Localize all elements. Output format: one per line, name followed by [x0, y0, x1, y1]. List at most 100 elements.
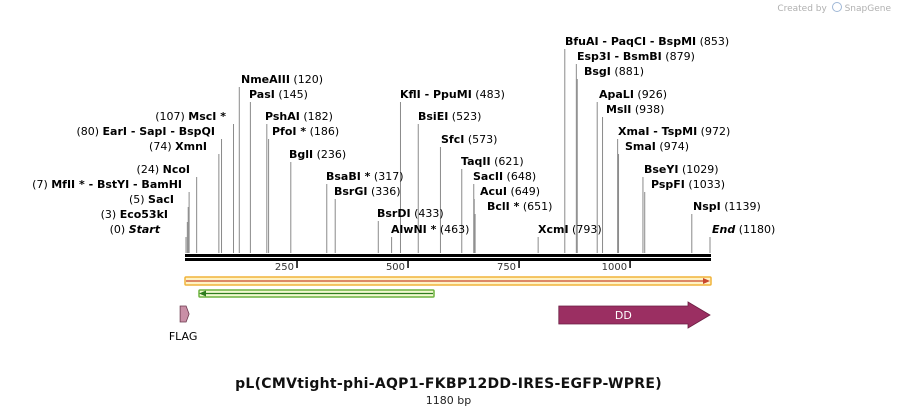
site-label[interactable]: AcuI (649) [480, 185, 540, 198]
brand-name: SnapGene [844, 4, 891, 14]
site-name: EarI - SapI - BspQI [103, 125, 215, 138]
site-position: (1180) [735, 223, 775, 236]
site-position: (107) [155, 110, 188, 123]
site-label[interactable]: PfoI * (186) [272, 125, 339, 138]
site-name: PasI [249, 88, 275, 101]
site-position: (120) [290, 73, 323, 86]
site-label[interactable]: (3) Eco53kI [101, 208, 168, 221]
site-label[interactable]: KflI - PpuMI (483) [400, 88, 505, 101]
site-position: (186) [306, 125, 339, 138]
site-label[interactable]: PasI (145) [249, 88, 308, 101]
site-label[interactable]: SacII (648) [473, 170, 536, 183]
ruler: 250 500 750 1000 [275, 261, 631, 273]
site-label[interactable]: XmaI - TspMI (972) [618, 125, 730, 138]
ruler-tick-label: 1000 [602, 262, 627, 273]
site-label[interactable]: NspI (1139) [693, 200, 761, 213]
site-label[interactable]: SfcI (573) [441, 133, 497, 146]
site-label[interactable]: (0) Start [110, 223, 161, 236]
site-label[interactable]: ApaLI (926) [599, 88, 667, 101]
site-name: NmeAIII [241, 73, 290, 86]
site-labels-layer: (0) Start (3) Eco53kI (5) SacI (7) MfII * -… [32, 35, 775, 236]
site-name: TaqII [461, 155, 491, 168]
site-label[interactable]: XcmI (793) [538, 223, 602, 236]
site-position: (881) [611, 65, 644, 78]
site-label[interactable]: TaqII (621) [461, 155, 524, 168]
site-label[interactable]: Esp3I - BsmBI (879) [577, 50, 695, 63]
site-label[interactable]: (80) EarI - SapI - BspQI [76, 125, 215, 138]
site-label[interactable]: AlwNI * (463) [391, 223, 469, 236]
site-label[interactable]: BfuAI - PaqCI - BspMI (853) [565, 35, 729, 48]
site-name: XcmI [538, 223, 569, 236]
site-position: (7) [32, 178, 51, 191]
site-label[interactable]: End (1180) [712, 223, 775, 236]
site-name: XmnI [175, 140, 207, 153]
site-name: Start [129, 223, 161, 236]
site-position: (972) [697, 125, 730, 138]
site-position: (317) [370, 170, 403, 183]
site-label[interactable]: BsaBI * (317) [326, 170, 404, 183]
site-label[interactable]: BsgI (881) [584, 65, 644, 78]
site-label[interactable]: (7) MfII * - BstYI - BamHI [32, 178, 182, 191]
feature-arrow[interactable] [179, 305, 190, 323]
orf-full-arrowhead [703, 278, 710, 284]
site-label[interactable]: BglI (236) [289, 148, 346, 161]
features-layer: FLAG DD [169, 301, 711, 343]
site-name: SmaI [625, 140, 656, 153]
site-name: SfcI [441, 133, 464, 146]
site-label[interactable]: BseYI (1029) [644, 163, 719, 176]
site-name: BsrGI [334, 185, 367, 198]
site-name: ApaLI [599, 88, 634, 101]
site-label[interactable]: BsrDI (433) [377, 207, 444, 220]
site-label[interactable]: NmeAIII (120) [241, 73, 323, 86]
feature-label: DD [615, 309, 632, 322]
site-position: (793) [569, 223, 602, 236]
site-name: PfoI * [272, 125, 306, 138]
site-name: BsaBI * [326, 170, 371, 183]
site-name: BsrDI [377, 207, 411, 220]
site-label[interactable]: (5) SacI [129, 193, 174, 206]
site-name: BsgI [584, 65, 611, 78]
site-label[interactable]: BsrGI (336) [334, 185, 401, 198]
site-label[interactable]: MslI (938) [606, 103, 664, 116]
site-position: (651) [519, 200, 552, 213]
site-name: Esp3I - BsmBI [577, 50, 662, 63]
plasmid-length: 1180 bp [425, 394, 472, 407]
site-position: (74) [149, 140, 175, 153]
site-label[interactable]: PspFI (1033) [651, 178, 725, 191]
site-position: (1029) [678, 163, 718, 176]
site-position: (3) [101, 208, 120, 221]
site-position: (573) [464, 133, 497, 146]
feature-arrow[interactable] [558, 301, 711, 329]
site-name: BseYI [644, 163, 678, 176]
site-label[interactable]: (24) NcoI [137, 163, 190, 176]
site-label[interactable]: PshAI (182) [265, 110, 333, 123]
site-label[interactable]: SmaI (974) [625, 140, 689, 153]
site-position: (145) [275, 88, 308, 101]
watermark: Created by SnapGene [777, 2, 891, 14]
ruler-tick-label: 500 [386, 262, 405, 273]
feature-label: FLAG [169, 330, 198, 343]
site-name: SacI [148, 193, 174, 206]
site-name: AcuI [480, 185, 507, 198]
site-position: (938) [631, 103, 664, 116]
site-position: (5) [129, 193, 148, 206]
site-label[interactable]: BclI * (651) [487, 200, 552, 213]
site-position: (336) [367, 185, 400, 198]
feature-dd[interactable]: DD [558, 301, 711, 329]
orf-reverse[interactable] [198, 289, 435, 298]
site-position: (879) [662, 50, 695, 63]
site-label[interactable]: (74) XmnI [149, 140, 207, 153]
orf-full[interactable] [184, 276, 712, 286]
site-label[interactable]: BsiEI (523) [418, 110, 481, 123]
site-position: (0) [110, 223, 129, 236]
site-label[interactable]: (107) MscI * [155, 110, 226, 123]
site-name: NcoI [163, 163, 190, 176]
site-position: (80) [76, 125, 102, 138]
backbone-strand-bottom [185, 258, 711, 261]
site-position: (649) [507, 185, 540, 198]
site-name: MfII * - BstYI - BamHI [51, 178, 182, 191]
site-position: (1139) [721, 200, 761, 213]
site-position: (1033) [685, 178, 725, 191]
feature-flag[interactable]: FLAG [169, 305, 198, 343]
